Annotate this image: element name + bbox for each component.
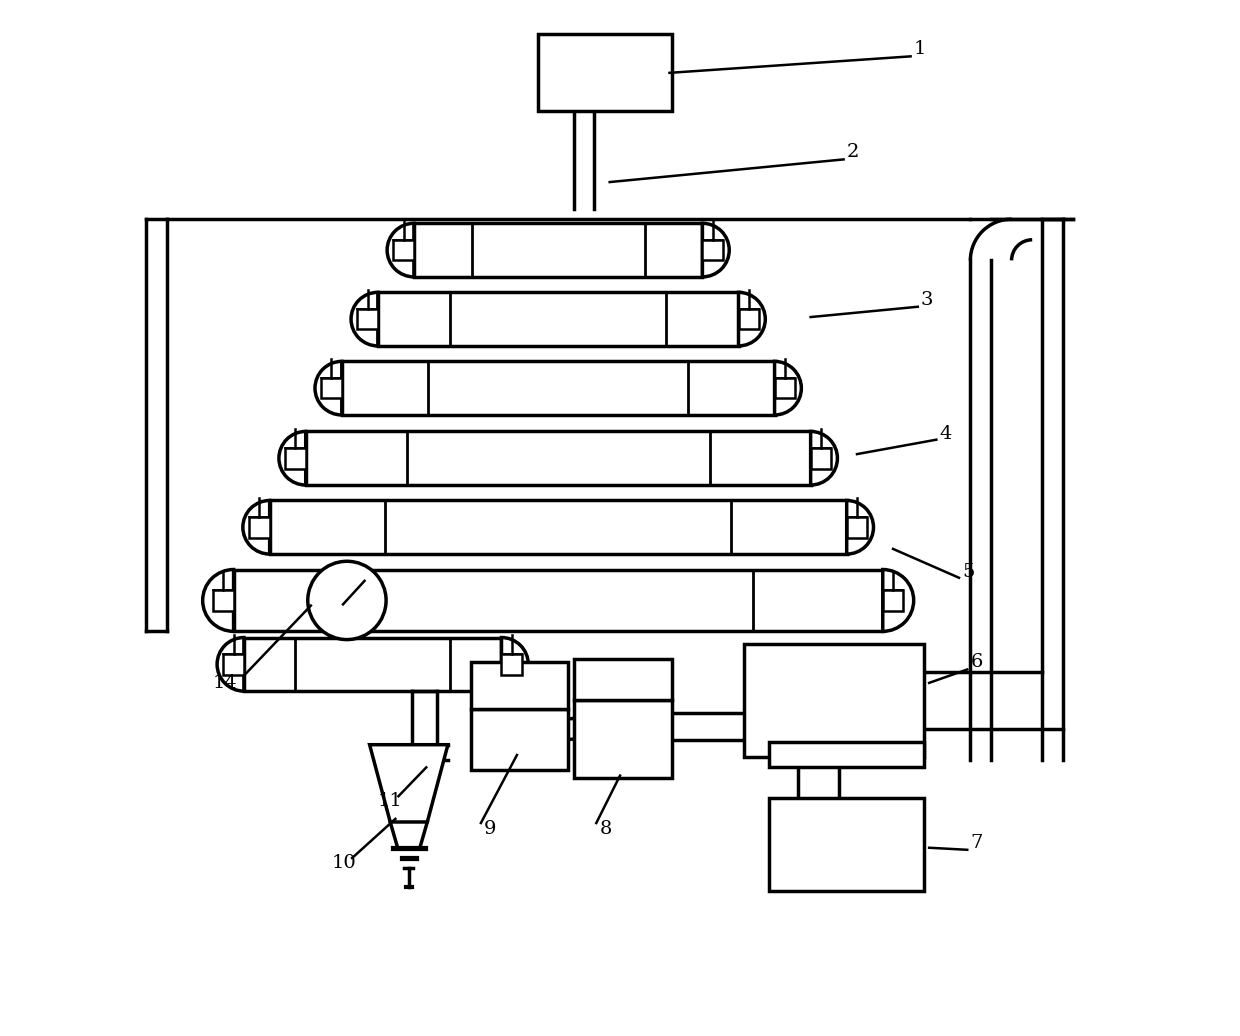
Wedge shape xyxy=(702,224,729,277)
Bar xyxy=(244,637,501,691)
Wedge shape xyxy=(315,362,342,415)
Text: 3: 3 xyxy=(921,290,934,309)
Bar xyxy=(769,742,924,768)
Wedge shape xyxy=(243,500,269,554)
Wedge shape xyxy=(279,431,306,485)
Text: 9: 9 xyxy=(484,821,496,838)
Wedge shape xyxy=(811,431,837,485)
Bar xyxy=(378,292,739,346)
Text: 6: 6 xyxy=(971,654,983,671)
Text: 4: 4 xyxy=(940,425,952,442)
Text: 7: 7 xyxy=(971,834,983,852)
Bar xyxy=(321,378,342,399)
Wedge shape xyxy=(847,500,873,554)
Bar xyxy=(306,431,811,485)
Bar xyxy=(847,517,867,538)
Bar xyxy=(471,709,568,771)
Text: 5: 5 xyxy=(962,563,975,580)
Text: 11: 11 xyxy=(378,793,403,810)
Bar xyxy=(357,309,378,329)
Circle shape xyxy=(308,562,386,639)
Bar xyxy=(414,224,702,277)
Bar xyxy=(739,309,759,329)
Text: 10: 10 xyxy=(331,855,356,872)
Bar xyxy=(233,570,883,631)
Wedge shape xyxy=(739,292,765,346)
Bar xyxy=(574,700,672,778)
Bar xyxy=(269,500,847,554)
Bar xyxy=(471,662,568,709)
Wedge shape xyxy=(501,637,528,691)
Wedge shape xyxy=(883,570,914,631)
Wedge shape xyxy=(217,637,244,691)
Bar xyxy=(702,239,723,260)
Text: 14: 14 xyxy=(213,673,238,692)
Bar xyxy=(775,378,795,399)
Bar xyxy=(223,654,244,674)
Bar xyxy=(574,659,672,700)
Wedge shape xyxy=(775,362,801,415)
Bar xyxy=(285,448,306,468)
Bar xyxy=(883,591,904,611)
Bar xyxy=(213,591,233,611)
Wedge shape xyxy=(387,224,414,277)
Bar xyxy=(342,362,775,415)
Bar xyxy=(249,517,269,538)
Wedge shape xyxy=(202,570,233,631)
Text: 8: 8 xyxy=(599,821,611,838)
Bar xyxy=(744,643,924,757)
Bar xyxy=(393,239,414,260)
Text: 1: 1 xyxy=(914,40,926,58)
Polygon shape xyxy=(370,745,448,822)
Bar xyxy=(501,654,522,674)
Bar xyxy=(811,448,831,468)
Bar xyxy=(769,799,924,891)
Wedge shape xyxy=(351,292,378,346)
Bar xyxy=(538,34,672,111)
Text: 2: 2 xyxy=(847,143,859,162)
